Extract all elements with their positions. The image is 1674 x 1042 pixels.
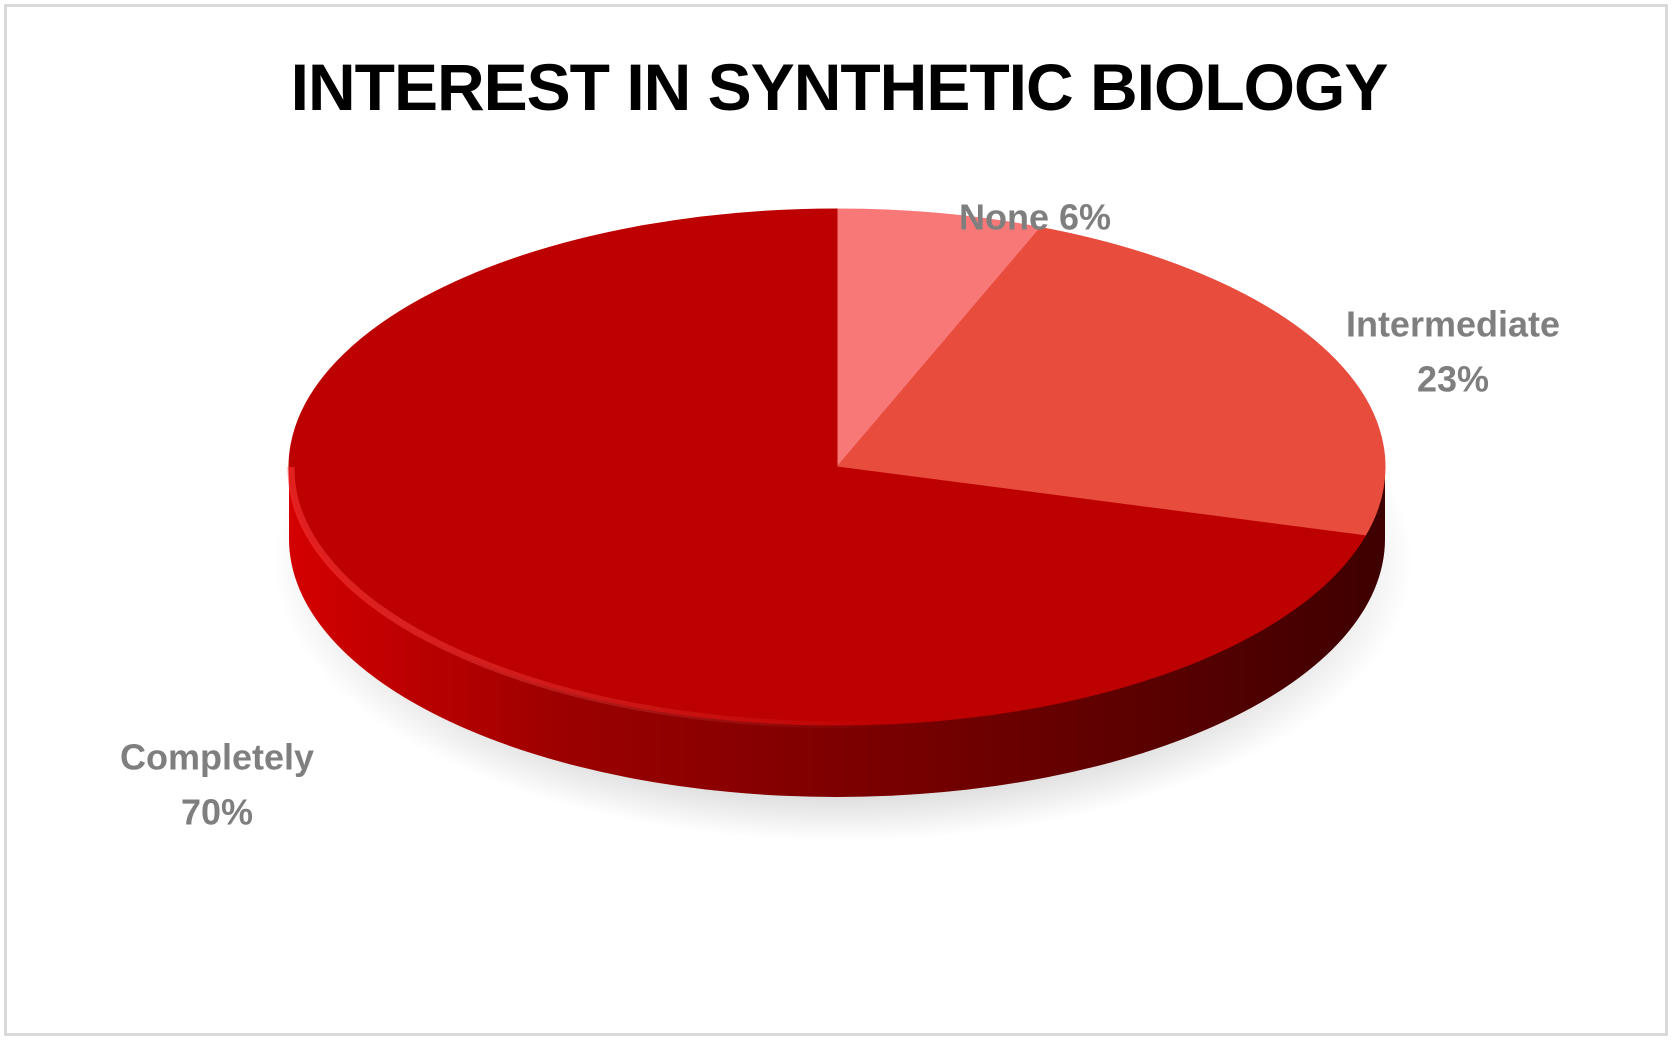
data-label-completely-name: Completely	[120, 737, 314, 778]
chart-area: INTEREST IN SYNTHETIC BIOLOGY None 6% Int…	[4, 4, 1668, 1036]
pie-slice-none	[836, 208, 1042, 469]
data-label-intermediate-name: Intermediate	[1346, 304, 1560, 345]
data-label-none: None 6%	[959, 197, 1111, 238]
chart-title: INTEREST IN SYNTHETIC BIOLOGY	[290, 50, 1389, 124]
pie-rim-highlight	[287, 466, 898, 729]
pie-side-wall	[289, 467, 1385, 797]
data-label-intermediate-value: 23%	[1417, 359, 1489, 400]
pie-chart: None 6% Intermediate 23% Completely 70%	[120, 197, 1560, 841]
pie-slice-intermediate	[836, 226, 1386, 537]
data-label-completely-value: 70%	[181, 792, 253, 833]
